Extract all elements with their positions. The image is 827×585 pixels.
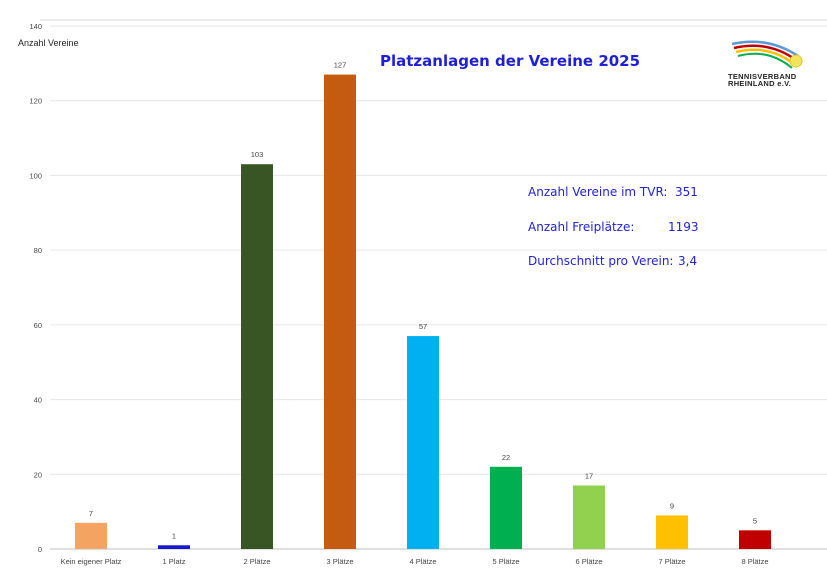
info-value-durchschnitt: 3,4: [678, 254, 698, 268]
x-tick-label: 1 Platz: [163, 557, 186, 566]
info-row-freiplaetze: Anzahl Freiplätze: 1193: [528, 220, 699, 234]
y-tick-label: 80: [34, 246, 42, 255]
bar: [158, 545, 190, 549]
data-labels: 7 1 103 127 57 22 17 9 5: [89, 61, 757, 541]
data-label: 7: [89, 509, 93, 518]
y-tick-labels: 0 20 40 60 80 100 120 140: [29, 22, 42, 554]
data-label: 22: [502, 453, 510, 462]
info-label-freiplaetze: Anzahl Freiplätze:: [528, 220, 635, 234]
y-tick-label: 20: [34, 470, 42, 479]
info-label-vereine: Anzahl Vereine im TVR:: [528, 185, 668, 199]
bar: [573, 485, 605, 549]
x-tick-label: 2 Plätze: [243, 557, 270, 566]
data-label: 103: [251, 150, 264, 159]
chart-title: Platzanlagen der Vereine 2025: [380, 52, 641, 70]
y-tick-label: 0: [38, 545, 42, 554]
y-tick-label: 100: [29, 171, 42, 180]
data-label: 1: [172, 531, 176, 540]
data-label: 9: [670, 501, 674, 510]
x-tick-label: 7 Plätze: [658, 557, 685, 566]
info-label-durchschnitt: Durchschnitt pro Verein:: [528, 254, 674, 268]
x-tick-labels: Kein eigener Platz 1 Platz 2 Plätze 3 Plätz…: [61, 557, 769, 566]
x-tick-label: 8 Plätze: [741, 557, 768, 566]
bar: [407, 336, 439, 549]
x-tick-label: 5 Plätze: [492, 557, 519, 566]
y-tick-label: 60: [34, 321, 42, 330]
bar: [75, 522, 107, 549]
data-label: 127: [334, 61, 347, 70]
bar: [490, 466, 522, 549]
info-value-freiplaetze: 1193: [668, 220, 699, 234]
data-label: 17: [585, 471, 593, 480]
info-row-vereine: Anzahl Vereine im TVR: 351: [528, 185, 698, 199]
data-label: 5: [753, 516, 757, 525]
data-label: 57: [419, 322, 427, 331]
logo-line-1: TENNISVERBAND: [728, 72, 797, 81]
y-tick-label: 140: [29, 22, 42, 31]
bars: [75, 74, 771, 550]
x-tick-label: 6 Plätze: [575, 557, 602, 566]
info-value-vereine: 351: [675, 185, 698, 199]
info-row-durchschnitt: Durchschnitt pro Verein: 3,4: [528, 254, 697, 268]
bar: [324, 74, 356, 550]
logo-text: TENNISVERBAND RHEINLAND e.V.: [728, 72, 797, 88]
y-tick-label: 40: [34, 396, 42, 405]
x-tick-label: 4 Plätze: [409, 557, 436, 566]
x-tick-label: 3 Plätze: [326, 557, 353, 566]
y-tick-label: 120: [29, 97, 42, 106]
bar: [739, 530, 771, 549]
tennisverband-logo-icon: [731, 40, 803, 69]
x-tick-label: Kein eigener Platz: [61, 557, 122, 566]
y-axis-label: Anzahl Vereine: [18, 38, 79, 48]
bar: [241, 164, 273, 549]
bar: [656, 515, 688, 549]
logo-line-2: RHEINLAND e.V.: [728, 79, 792, 88]
